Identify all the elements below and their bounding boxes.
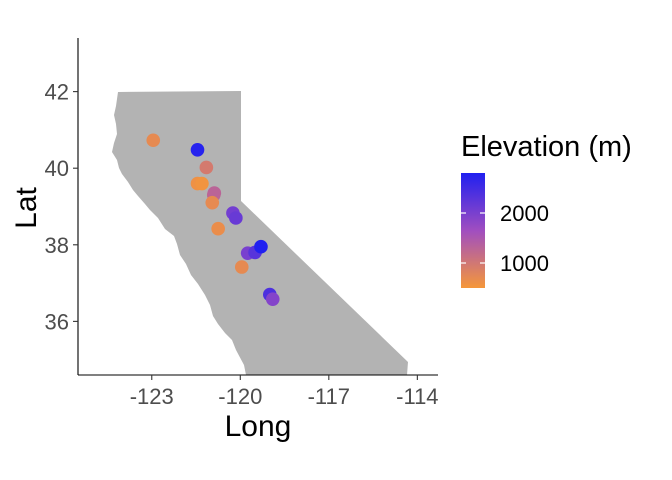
y-tick-label: 36 xyxy=(45,309,69,334)
legend-label: 1000 xyxy=(500,251,549,276)
elevation-point xyxy=(254,239,268,254)
elevation-point xyxy=(265,292,280,306)
elevation-point xyxy=(211,221,225,236)
legend-ticks: 2000 1000 xyxy=(461,201,549,276)
y-axis-ticks: 36 38 40 42 xyxy=(45,80,78,334)
elevation-point xyxy=(229,211,243,225)
elevation-point xyxy=(199,160,214,175)
legend-label: 2000 xyxy=(500,201,549,226)
elevation-point xyxy=(205,195,220,210)
elevation-points xyxy=(146,133,280,306)
elevation-point xyxy=(190,143,205,157)
california-shape xyxy=(112,91,408,375)
elevation-point xyxy=(234,260,249,274)
legend-colorbar xyxy=(461,173,485,288)
x-axis-ticks: -123 -120 -117 -114 xyxy=(130,375,439,409)
x-axis-title: Long xyxy=(225,410,292,443)
legend-title: Elevation (m) xyxy=(461,131,632,163)
y-tick-label: 42 xyxy=(45,80,69,105)
x-tick-label: -117 xyxy=(308,384,350,409)
x-tick-label: -120 xyxy=(218,384,262,409)
y-tick-label: 38 xyxy=(45,233,69,258)
x-tick-label: -123 xyxy=(130,384,174,409)
elevation-point xyxy=(195,176,209,191)
x-tick-label: -114 xyxy=(396,384,438,409)
y-tick-label: 40 xyxy=(45,156,69,181)
elevation-point xyxy=(146,133,161,148)
y-axis-title: Lat xyxy=(10,186,43,228)
